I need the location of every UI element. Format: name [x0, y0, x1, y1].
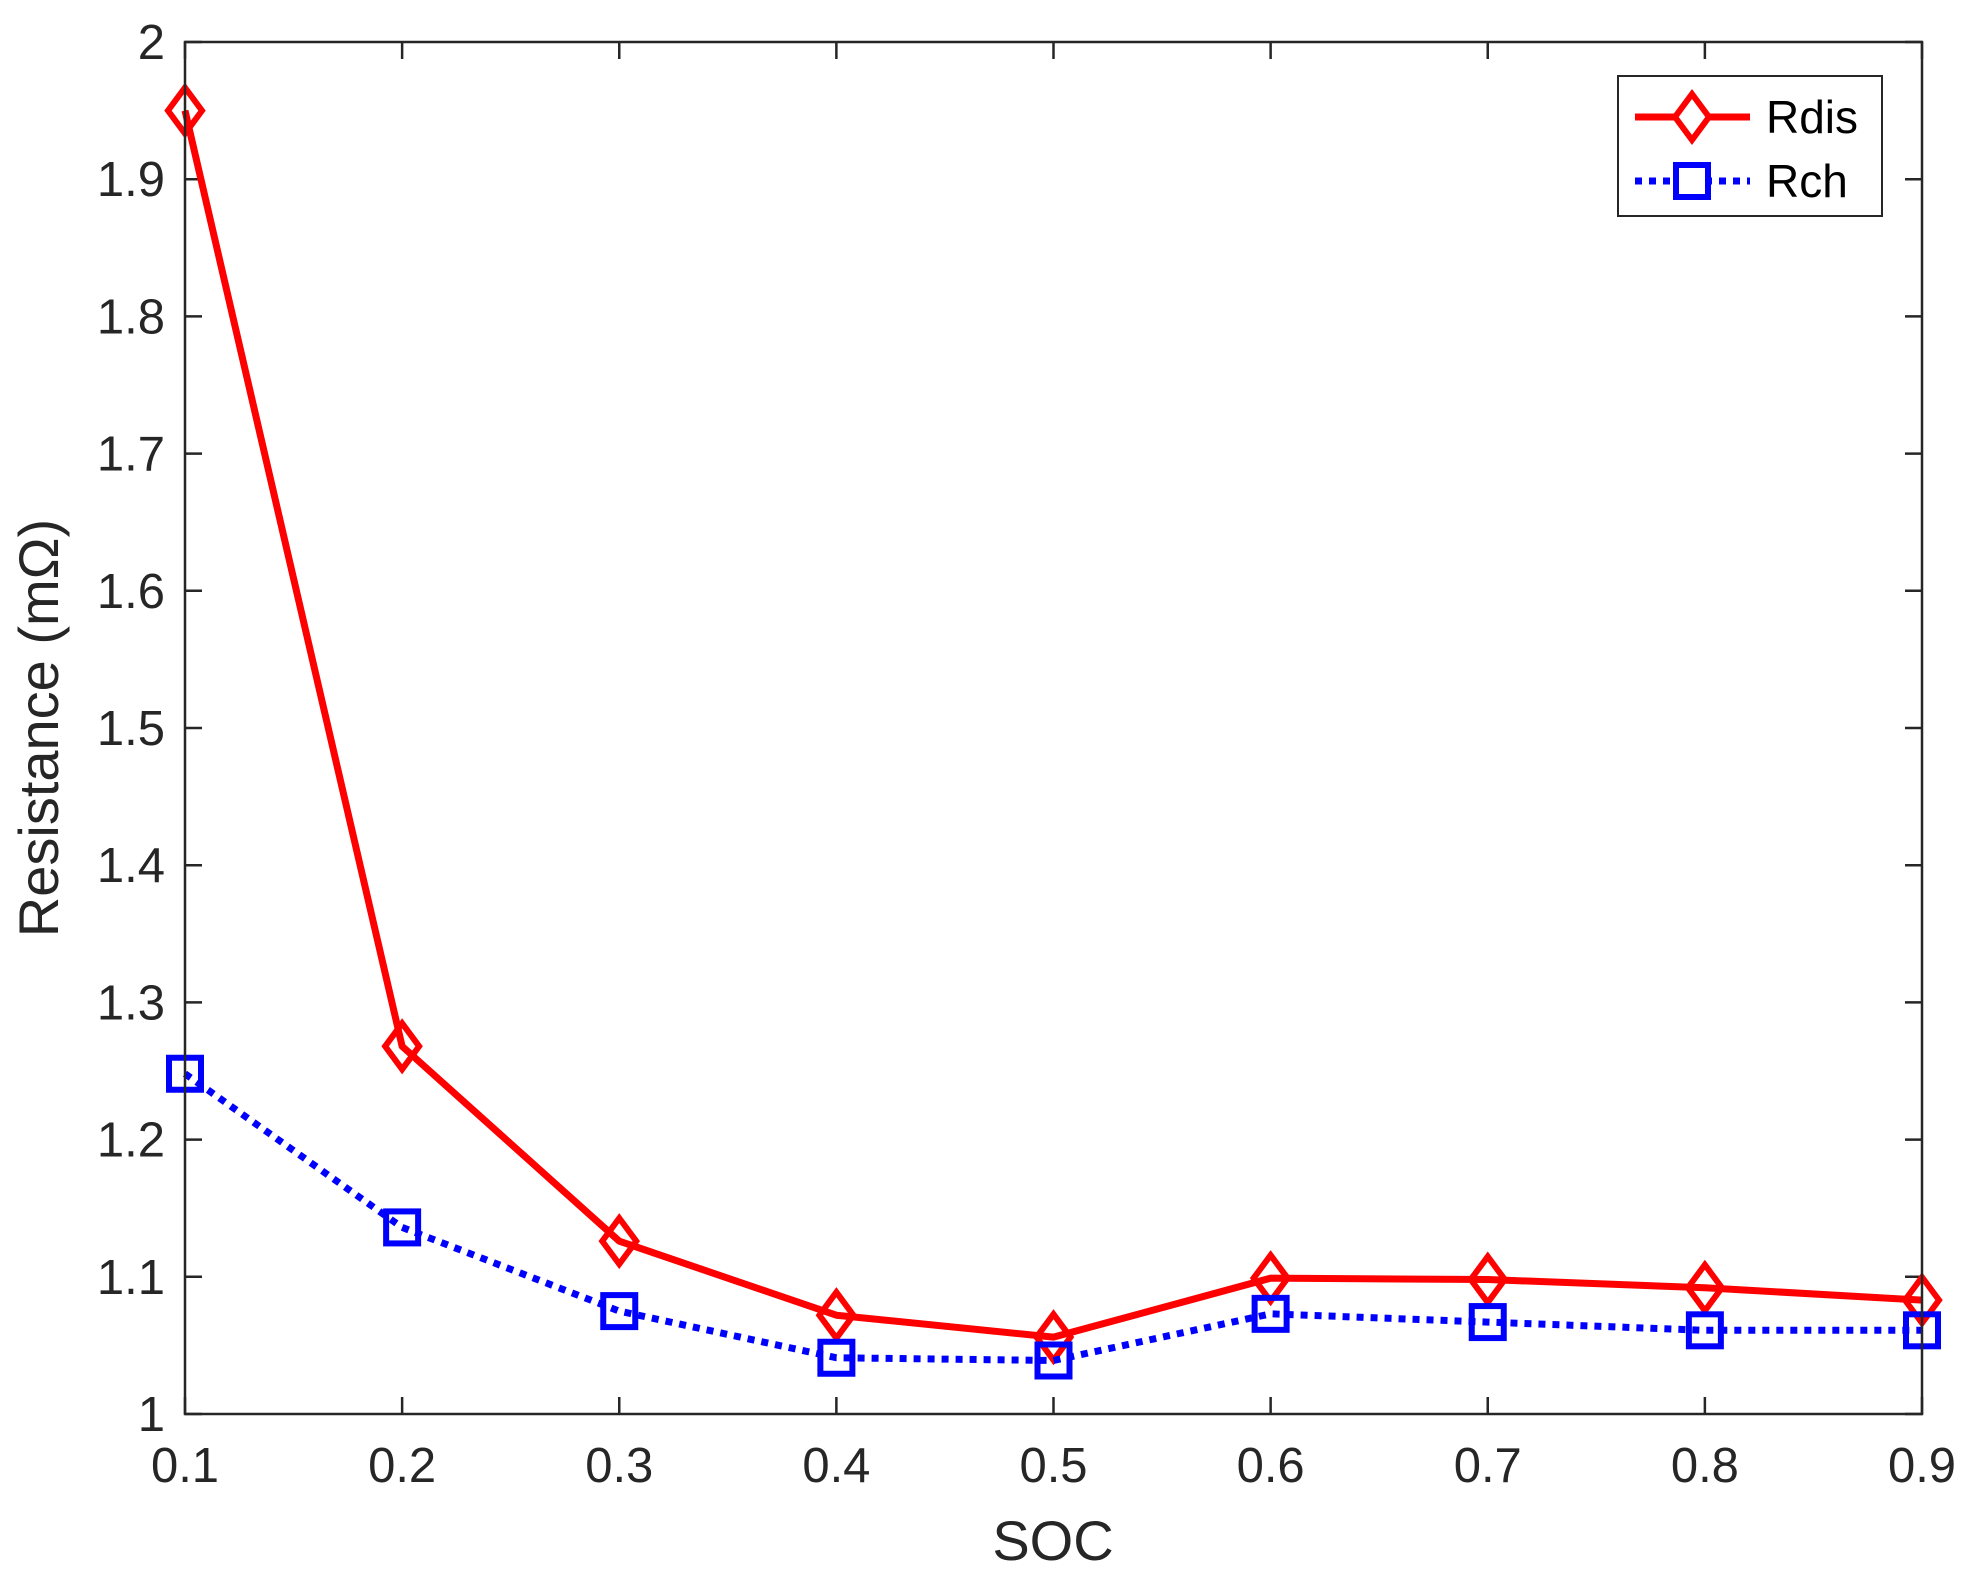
x-tick-label: 0.7 — [1454, 1439, 1522, 1493]
marker-rdis — [1467, 1251, 1509, 1308]
plot-area — [185, 42, 1922, 1414]
legend-entry-rch: Rch — [1635, 155, 1848, 207]
x-tick-label: 0.2 — [368, 1439, 436, 1493]
y-tick-label: 1.7 — [97, 428, 165, 482]
legend: Rdis Rch — [1617, 75, 1883, 217]
marker-rch — [1251, 1294, 1290, 1333]
y-tick-label: 1.9 — [97, 153, 165, 207]
marker-rch — [1685, 1311, 1724, 1350]
y-tick-label: 1.3 — [97, 976, 165, 1030]
marker-rch — [1034, 1341, 1073, 1380]
marker-rdis — [598, 1213, 640, 1270]
x-tick-label: 0.9 — [1888, 1439, 1956, 1493]
x-tick-label: 0.4 — [802, 1439, 870, 1493]
y-tick-label: 1.1 — [97, 1251, 165, 1305]
legend-entry-rdis: Rdis — [1635, 88, 1858, 146]
x-tick-label: 0.1 — [151, 1439, 219, 1493]
marker-rdis — [381, 1018, 423, 1075]
y-tick-label: 1 — [138, 1388, 165, 1442]
legend-box — [1617, 75, 1883, 217]
y-tick-label: 1.8 — [97, 290, 165, 344]
x-axis-ticks: 0.1 0.2 0.3 0.4 0.5 0.6 0.7 0.8 0.9 — [151, 42, 1956, 1493]
marker-rdis — [1684, 1259, 1726, 1316]
line-rdis — [181, 109, 1923, 1341]
y-tick-label: 1.6 — [97, 565, 165, 619]
y-axis-ticks: 1 1.1 1.2 1.3 1.4 1.5 1.6 1.7 1.8 1.9 2 — [97, 16, 1922, 1442]
marker-rdis — [1249, 1250, 1292, 1307]
legend-label-rch: Rch — [1766, 155, 1848, 207]
x-tick-label: 0.5 — [1019, 1439, 1087, 1493]
marker-rch — [817, 1338, 856, 1377]
plot-frame — [183, 40, 1924, 1416]
marker-rch — [1468, 1303, 1507, 1342]
marker-rch — [600, 1292, 639, 1331]
y-axis-title: Resistance (mΩ) — [7, 519, 70, 937]
marker-rdis — [1032, 1309, 1075, 1366]
legend-marker-rch — [1673, 162, 1711, 200]
x-tick-label: 0.3 — [585, 1439, 653, 1493]
legend-marker-rdis — [1671, 88, 1713, 146]
marker-rch — [383, 1208, 422, 1247]
y-tick-label: 2 — [138, 16, 165, 70]
legend-label-rdis: Rdis — [1766, 91, 1858, 143]
y-tick-label: 1.2 — [97, 1114, 165, 1168]
x-tick-label: 0.6 — [1237, 1439, 1305, 1493]
y-tick-label: 1.5 — [97, 702, 165, 756]
x-axis-title: SOC — [992, 1509, 1113, 1572]
marker-rdis — [815, 1287, 858, 1344]
y-tick-label: 1.4 — [97, 839, 165, 893]
x-tick-label: 0.8 — [1671, 1439, 1739, 1493]
